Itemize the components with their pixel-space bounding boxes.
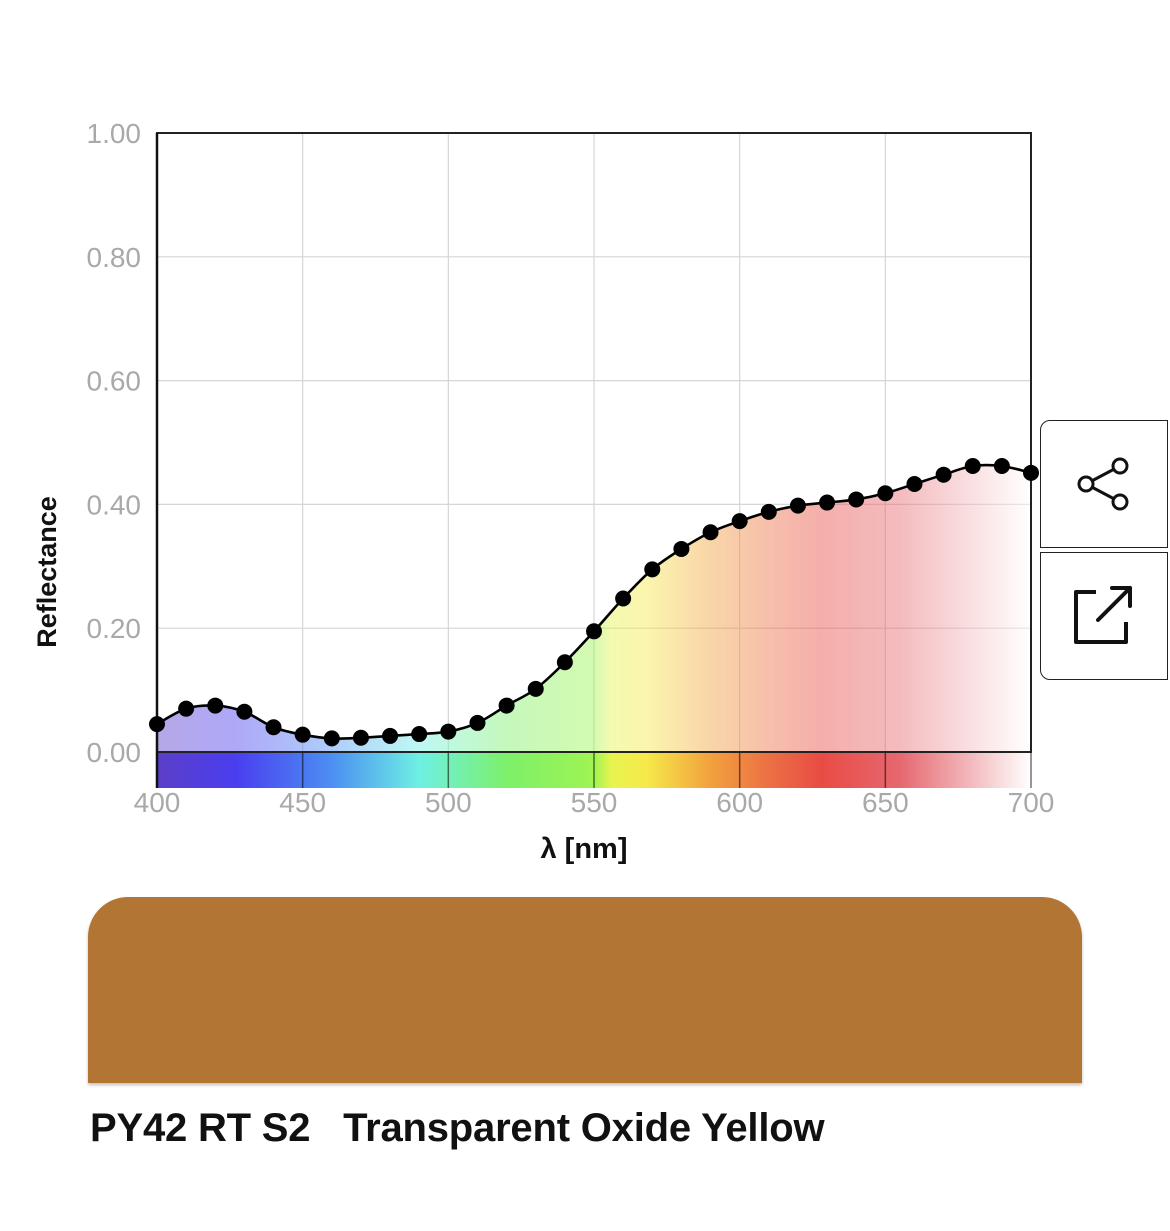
y-tick-label: 0.80 <box>87 242 142 273</box>
share-icon <box>1077 457 1129 511</box>
data-point <box>615 590 632 607</box>
y-tick-label: 0.20 <box>87 613 142 644</box>
external-link-icon <box>1074 586 1132 644</box>
y-tick-label: 1.00 <box>87 118 142 149</box>
pigment-label: PY42 RT S2 Transparent Oxide Yellow <box>90 1106 825 1150</box>
data-point <box>498 697 515 714</box>
data-point <box>673 540 690 557</box>
data-point <box>527 680 544 697</box>
data-point <box>440 723 457 740</box>
data-point <box>382 727 399 744</box>
data-point <box>323 730 340 747</box>
x-tick-label: 700 <box>1008 787 1055 818</box>
data-point <box>644 561 661 578</box>
color-swatch <box>88 897 1082 1083</box>
open-external-button[interactable] <box>1040 552 1168 680</box>
x-tick-label: 550 <box>571 787 618 818</box>
data-point <box>294 726 311 743</box>
data-point <box>178 700 195 717</box>
data-point <box>993 458 1010 475</box>
y-axis-label: Reflectance <box>32 496 62 648</box>
x-tick-label: 500 <box>425 787 472 818</box>
data-point <box>265 719 282 736</box>
data-point <box>207 697 224 714</box>
data-point <box>877 485 894 502</box>
data-point <box>1023 464 1039 481</box>
data-point <box>964 458 981 475</box>
data-point <box>236 703 253 720</box>
x-tick-label: 450 <box>279 787 326 818</box>
share-button[interactable] <box>1040 420 1168 548</box>
data-point <box>848 491 865 508</box>
data-point <box>789 497 806 514</box>
x-tick-label: 600 <box>716 787 763 818</box>
data-point <box>819 494 836 511</box>
data-point <box>702 524 719 541</box>
y-tick-label: 0.00 <box>87 737 142 768</box>
y-tick-label: 0.40 <box>87 489 142 520</box>
data-point <box>556 654 573 671</box>
data-point <box>731 513 748 530</box>
data-point <box>760 503 777 520</box>
data-point <box>149 716 165 733</box>
reflectance-chart: 0.00 0.20 0.40 0.60 0.80 1.00 400 450 500 550 600 6… <box>32 118 1055 865</box>
y-tick-label: 0.60 <box>87 366 142 397</box>
data-point <box>411 726 428 743</box>
data-point <box>586 623 602 640</box>
data-point <box>906 475 923 492</box>
data-point <box>469 714 486 731</box>
x-tick-label: 650 <box>862 787 909 818</box>
x-axis-label: λ [nm] <box>541 833 628 865</box>
data-point <box>935 466 952 483</box>
data-point <box>352 729 369 746</box>
reflectance-area <box>157 465 1031 752</box>
x-tick-label: 400 <box>134 787 181 818</box>
